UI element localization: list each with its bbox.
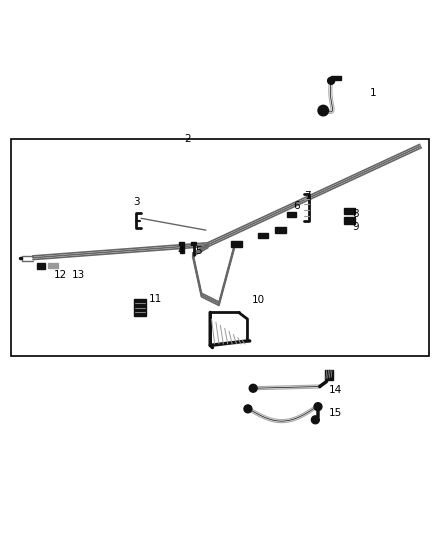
Text: 8: 8 [353,209,359,220]
Bar [258,233,268,238]
Circle shape [314,403,322,410]
Circle shape [249,384,257,392]
Bar [179,241,184,245]
Text: 13: 13 [72,270,85,280]
Text: 14: 14 [328,385,342,395]
Bar [134,299,146,316]
Text: 15: 15 [328,408,342,418]
Bar [231,241,242,247]
Bar [331,76,341,80]
Text: 11: 11 [149,294,162,304]
Text: 6: 6 [293,200,300,211]
Bar [287,212,296,216]
Text: 2: 2 [184,134,191,144]
Text: 12: 12 [53,270,67,280]
Bar [275,227,286,233]
Circle shape [311,416,319,424]
Bar [37,263,45,269]
Text: 7: 7 [304,190,311,200]
Text: 4: 4 [177,246,184,256]
Circle shape [244,405,252,413]
Text: 10: 10 [252,295,265,305]
Circle shape [318,106,328,116]
Text: 3: 3 [134,197,140,207]
Text: 5: 5 [195,246,201,256]
Text: 9: 9 [353,222,359,232]
Text: 1: 1 [370,88,377,99]
Circle shape [328,77,335,84]
Bar [325,370,333,379]
Bar [180,244,184,253]
Bar [11,140,429,356]
Bar [48,263,58,268]
Bar [344,217,355,223]
Bar [191,243,196,245]
Bar [344,208,355,214]
